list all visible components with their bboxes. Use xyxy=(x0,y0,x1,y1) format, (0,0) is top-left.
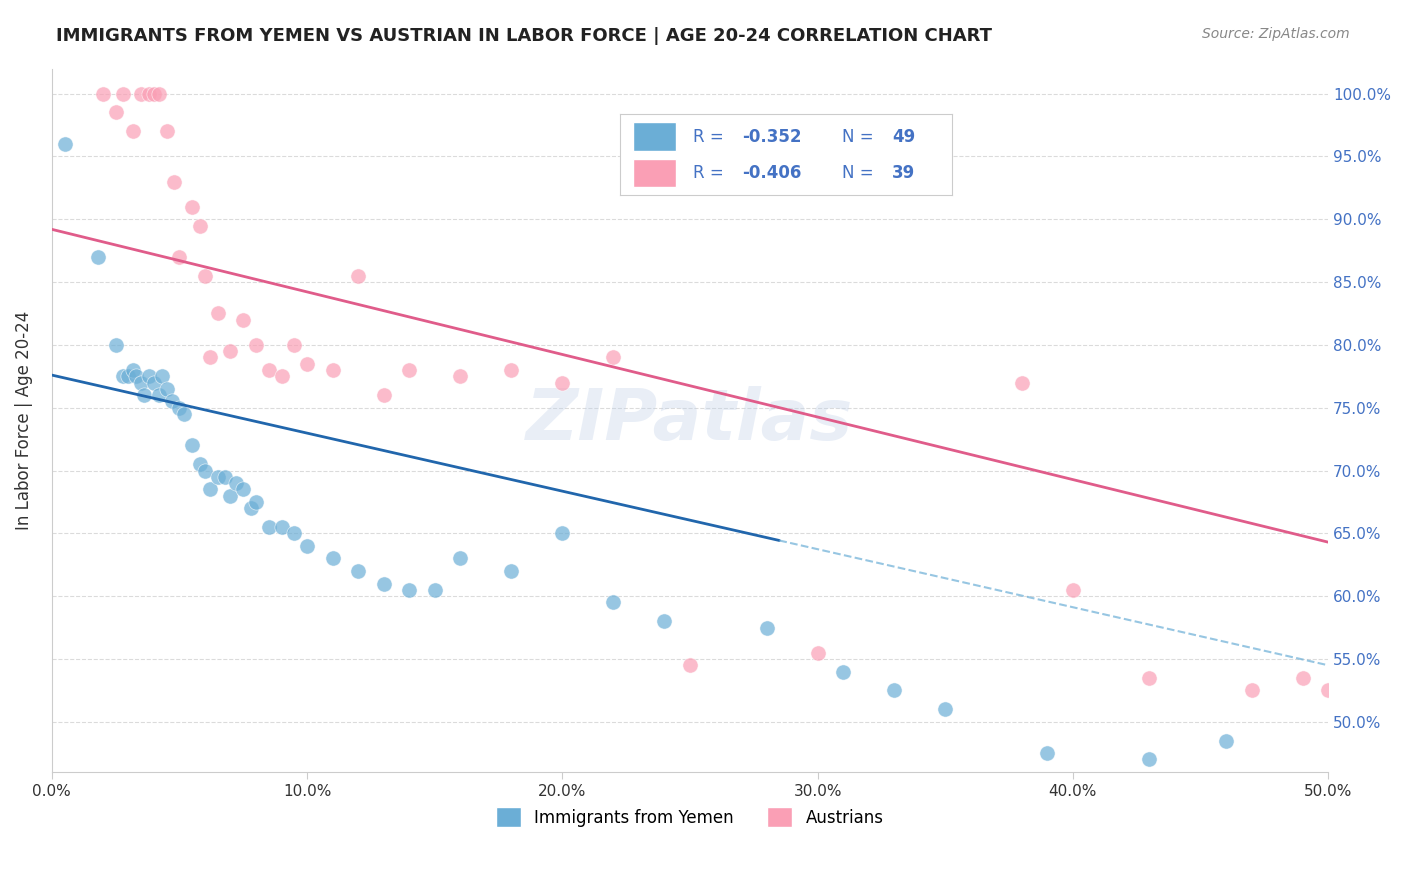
Point xyxy=(322,363,344,377)
Point xyxy=(347,564,370,578)
Point xyxy=(423,582,446,597)
Point xyxy=(283,338,305,352)
Point xyxy=(138,87,160,101)
Point xyxy=(148,87,170,101)
Point xyxy=(1011,376,1033,390)
Point xyxy=(194,464,217,478)
Point xyxy=(347,268,370,283)
Point xyxy=(270,369,292,384)
Point xyxy=(373,388,395,402)
Text: ZIPatlas: ZIPatlas xyxy=(526,385,853,455)
Point xyxy=(295,539,318,553)
Point xyxy=(198,483,221,497)
Point xyxy=(173,407,195,421)
Point xyxy=(245,338,267,352)
Point xyxy=(602,595,624,609)
Point xyxy=(150,369,173,384)
Legend: Immigrants from Yemen, Austrians: Immigrants from Yemen, Austrians xyxy=(489,800,890,834)
Point xyxy=(198,351,221,365)
Point xyxy=(112,369,135,384)
Point xyxy=(806,646,828,660)
Point xyxy=(501,564,523,578)
Point xyxy=(219,344,242,359)
Point xyxy=(551,376,574,390)
Point xyxy=(501,363,523,377)
Point xyxy=(138,369,160,384)
Point xyxy=(225,476,247,491)
Point xyxy=(188,219,211,233)
Point xyxy=(132,388,155,402)
Point xyxy=(169,250,191,264)
Point xyxy=(232,483,254,497)
Point xyxy=(1139,752,1161,766)
Point xyxy=(755,621,778,635)
Point xyxy=(219,489,242,503)
Point xyxy=(122,124,145,138)
Point xyxy=(679,658,702,673)
Point xyxy=(181,438,204,452)
Point xyxy=(602,351,624,365)
Text: IMMIGRANTS FROM YEMEN VS AUSTRIAN IN LABOR FORCE | AGE 20-24 CORRELATION CHART: IMMIGRANTS FROM YEMEN VS AUSTRIAN IN LAB… xyxy=(56,27,993,45)
Point xyxy=(270,520,292,534)
Point xyxy=(398,363,420,377)
Point xyxy=(207,306,229,320)
Point xyxy=(142,87,165,101)
Point xyxy=(104,338,127,352)
Point xyxy=(160,394,183,409)
Point xyxy=(934,702,956,716)
Point xyxy=(654,615,676,629)
Point xyxy=(1240,683,1263,698)
Point xyxy=(449,551,471,566)
Point xyxy=(117,369,139,384)
Point xyxy=(214,470,236,484)
Point xyxy=(207,470,229,484)
Point xyxy=(322,551,344,566)
Point xyxy=(449,369,471,384)
Point xyxy=(398,582,420,597)
Point xyxy=(1139,671,1161,685)
Point xyxy=(188,457,211,471)
Point xyxy=(551,526,574,541)
Point xyxy=(283,526,305,541)
Point xyxy=(112,87,135,101)
Point xyxy=(239,501,262,516)
Point xyxy=(257,363,280,377)
Point xyxy=(883,683,905,698)
Point xyxy=(163,175,186,189)
Point xyxy=(832,665,855,679)
Point xyxy=(295,357,318,371)
Point xyxy=(86,250,108,264)
Point xyxy=(373,576,395,591)
Point xyxy=(122,363,145,377)
Point xyxy=(232,312,254,326)
Point xyxy=(156,382,179,396)
Point xyxy=(156,124,179,138)
Point xyxy=(142,376,165,390)
Point xyxy=(1036,746,1059,760)
Point xyxy=(125,369,148,384)
Point xyxy=(91,87,114,101)
Point xyxy=(194,268,217,283)
Point xyxy=(1291,671,1313,685)
Point xyxy=(181,200,204,214)
Point xyxy=(169,401,191,415)
Point xyxy=(257,520,280,534)
Point xyxy=(1317,683,1340,698)
Text: Source: ZipAtlas.com: Source: ZipAtlas.com xyxy=(1202,27,1350,41)
Point xyxy=(129,376,152,390)
Point xyxy=(1062,582,1084,597)
Point xyxy=(104,105,127,120)
Point xyxy=(1215,733,1237,747)
Point xyxy=(53,136,76,151)
Y-axis label: In Labor Force | Age 20-24: In Labor Force | Age 20-24 xyxy=(15,310,32,530)
Point xyxy=(129,87,152,101)
Point xyxy=(245,495,267,509)
Point xyxy=(148,388,170,402)
